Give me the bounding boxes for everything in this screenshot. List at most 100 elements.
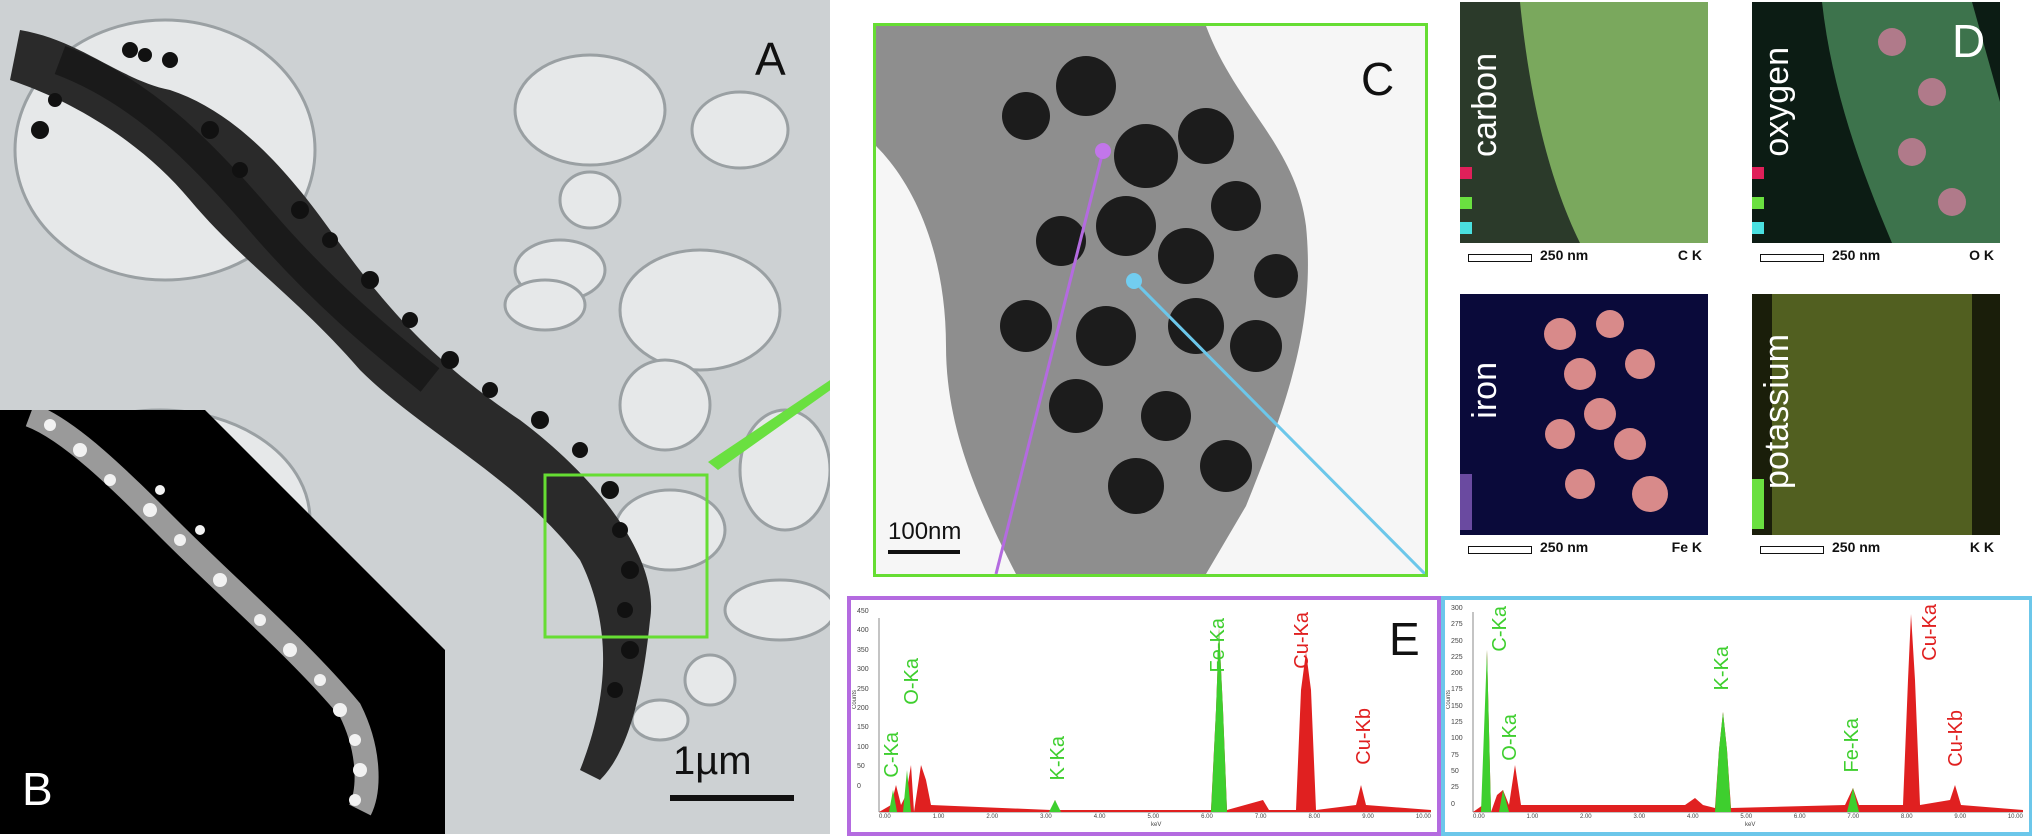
map-potassium: potassium 250 nm K K xyxy=(1752,294,2000,559)
x-tick: 2.00 xyxy=(1579,814,1592,820)
x-tick: 5.00 xyxy=(1147,814,1160,820)
y-tick: 200 xyxy=(857,705,869,713)
x-tick: 6.00 xyxy=(1793,814,1806,820)
x-tick: 1.00 xyxy=(1526,814,1539,820)
selection-box xyxy=(543,473,709,639)
peak-label: C-Ka xyxy=(881,732,903,778)
y-tick: 0 xyxy=(1451,800,1455,808)
scale-bar-c-label: 100nm xyxy=(888,518,962,545)
x-tick: 8.00 xyxy=(1900,814,1913,820)
map-iron-scale: 250 nm xyxy=(1540,539,1589,555)
x-tick: 0.00 xyxy=(1473,814,1485,820)
y-tick: 175 xyxy=(1451,686,1463,694)
peak-label: O-Ka xyxy=(901,658,923,705)
x-tick: 9.00 xyxy=(1362,814,1374,820)
y-tick: 50 xyxy=(857,763,865,771)
y-tick: 25 xyxy=(1451,784,1459,792)
zoomed-micrograph xyxy=(876,26,1425,574)
map-potassium-element: K K xyxy=(1969,539,1994,555)
x-tick: 0.00 xyxy=(879,814,891,820)
peak-label: Fe-Ka xyxy=(1207,618,1229,673)
map-oxygen-label: oxygen xyxy=(1758,47,1796,157)
spectrum-left-y-axis: Counts xyxy=(852,690,858,710)
map-oxygen-scale: 250 nm xyxy=(1832,247,1881,263)
spectrum-left: 450 400 350 300 250 200 150 100 50 0 Cou… xyxy=(847,596,1441,836)
y-tick: 100 xyxy=(857,743,869,751)
map-oxygen-element: O K xyxy=(1969,247,1994,263)
peak-label: Cu-Kb xyxy=(1353,708,1375,765)
x-tick: 7.00 xyxy=(1254,814,1267,820)
potassium-map-texture xyxy=(1752,294,2000,535)
spectrum-left-x-axis: keV xyxy=(1151,822,1162,828)
y-tick: 300 xyxy=(1451,605,1463,612)
x-tick: 7.00 xyxy=(1847,814,1860,820)
spectrum-right-y-ticks: 300 275 250 225 200 175 150 125 100 75 5… xyxy=(1451,601,1463,813)
y-tick: 300 xyxy=(857,666,869,674)
analysis-point-purple xyxy=(1095,143,1111,159)
zoom-arrow xyxy=(708,380,830,470)
panel-b-letter: B xyxy=(22,763,53,815)
y-tick: 150 xyxy=(1451,702,1463,710)
x-tick: 5.00 xyxy=(1740,814,1753,820)
y-tick: 450 xyxy=(857,608,869,615)
spectrum-left-plot xyxy=(878,618,1431,813)
iron-map-texture xyxy=(1460,294,1708,535)
spectrum-right-x-ticks: 0.00 1.00 2.00 3.00 4.00 5.00 6.00 7.00 … xyxy=(1473,814,2023,820)
peak-label: C-Ka xyxy=(1489,606,1511,652)
analysis-point-blue xyxy=(1126,273,1142,289)
peak-label: Cu-Ka xyxy=(1291,612,1313,669)
map-carbon-footer: 250 nm C K xyxy=(1460,243,1708,267)
spectrum-right: 300 275 250 225 200 175 150 125 100 75 5… xyxy=(1441,596,2032,836)
y-tick: 125 xyxy=(1451,719,1463,727)
peak-label: K-Ka xyxy=(1047,736,1069,781)
peak-label: Cu-Kb xyxy=(1945,710,1967,767)
map-iron-element: Fe K xyxy=(1671,539,1702,555)
panel-c-zoomed-image: C 100nm xyxy=(873,23,1428,577)
y-tick: 250 xyxy=(1451,637,1463,645)
y-tick: 100 xyxy=(1451,735,1463,743)
x-tick: 9.00 xyxy=(1954,814,1967,820)
oxygen-map-texture xyxy=(1752,2,2000,243)
x-tick: 8.00 xyxy=(1308,814,1321,820)
scale-bar-c xyxy=(888,550,960,554)
x-tick: 4.00 xyxy=(1093,814,1106,820)
panel-d-letter: D xyxy=(1952,15,1986,67)
x-tick: 3.00 xyxy=(1040,814,1052,820)
x-tick: 3.00 xyxy=(1633,814,1646,820)
map-carbon-scale: 250 nm xyxy=(1540,247,1589,263)
y-tick: 350 xyxy=(857,646,869,654)
map-carbon-label: carbon xyxy=(1466,53,1504,157)
panel-e-letter: E xyxy=(1389,613,1420,665)
map-potassium-footer: 250 nm K K xyxy=(1752,535,2000,559)
spectrum-right-y-axis: Counts xyxy=(1446,690,1452,710)
spectrum-left-y-ticks: 450 400 350 300 250 200 150 100 50 0 xyxy=(857,602,869,796)
y-tick: 50 xyxy=(1451,767,1459,775)
x-tick: 2.00 xyxy=(986,814,999,820)
map-iron-footer: 250 nm Fe K xyxy=(1460,535,1708,559)
darkfield-micrograph xyxy=(0,403,445,834)
x-tick: 6.00 xyxy=(1201,814,1213,820)
map-oxygen-footer: 250 nm O K xyxy=(1752,243,2000,267)
x-tick: 1.00 xyxy=(932,814,945,820)
scale-bar-a xyxy=(670,795,794,801)
map-iron-label: iron xyxy=(1466,362,1504,419)
x-tick: 4.00 xyxy=(1686,814,1699,820)
y-tick: 400 xyxy=(857,627,869,635)
panel-a-letter: A xyxy=(755,33,786,85)
map-oxygen: oxygen 250 nm O K D xyxy=(1752,2,2000,267)
y-tick: 275 xyxy=(1451,621,1463,629)
peak-label: Cu-Ka xyxy=(1919,604,1941,661)
y-tick: 150 xyxy=(857,724,869,732)
y-tick: 225 xyxy=(1451,653,1463,661)
y-tick: 200 xyxy=(1451,670,1463,678)
peak-label: K-Ka xyxy=(1711,646,1733,691)
spectrum-right-plot xyxy=(1472,612,2023,813)
map-potassium-scale: 250 nm xyxy=(1832,539,1881,555)
panel-c-letter: C xyxy=(1361,53,1395,105)
y-tick: 250 xyxy=(857,685,869,693)
y-tick: 0 xyxy=(857,782,861,790)
scale-bar-a-label: 1µm xyxy=(673,739,752,783)
panel-b-darkfield-image: B xyxy=(0,403,445,834)
map-iron: iron 250 nm Fe K xyxy=(1460,294,1708,559)
spectrum-right-x-axis: keV xyxy=(1745,822,1756,828)
